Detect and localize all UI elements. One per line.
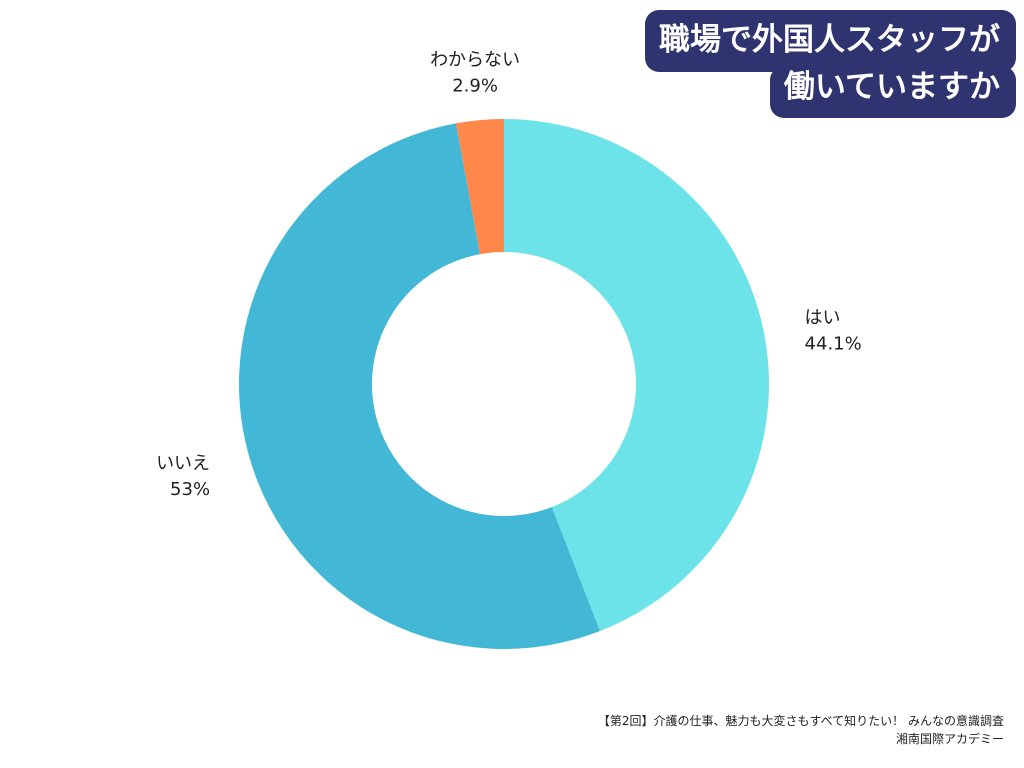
slice-label-name-2: わからない bbox=[430, 49, 520, 70]
survey-source: 【第2回】介護の仕事、魅力も大変さもすべて知りたい！ みんなの意識調査 bbox=[597, 714, 1004, 728]
slice-label-2: わからない 2.9% bbox=[430, 49, 520, 96]
slice-label-1: いいえ 53% bbox=[156, 453, 210, 500]
slice-labels: はい 44.1% いいえ 53% わからない 2.9% bbox=[156, 49, 862, 499]
slice-label-name-0: はい bbox=[805, 307, 841, 328]
slice-label-value-0: 44.1% bbox=[805, 333, 862, 354]
slice-1 bbox=[239, 123, 601, 649]
slice-label-name-1: いいえ bbox=[156, 453, 210, 474]
slice-label-value-2: 2.9% bbox=[452, 75, 498, 96]
donut-slices bbox=[239, 119, 770, 649]
slice-label-0: はい 44.1% bbox=[805, 307, 862, 354]
chart-footer: 【第2回】介護の仕事、魅力も大変さもすべて知りたい！ みんなの意識調査 湘南国際… bbox=[598, 712, 1004, 748]
slice-0 bbox=[504, 119, 770, 631]
slice-2 bbox=[455, 119, 504, 255]
publisher-name: 湘南国際アカデミー bbox=[895, 732, 1004, 746]
slice-label-value-1: 53% bbox=[170, 479, 210, 500]
